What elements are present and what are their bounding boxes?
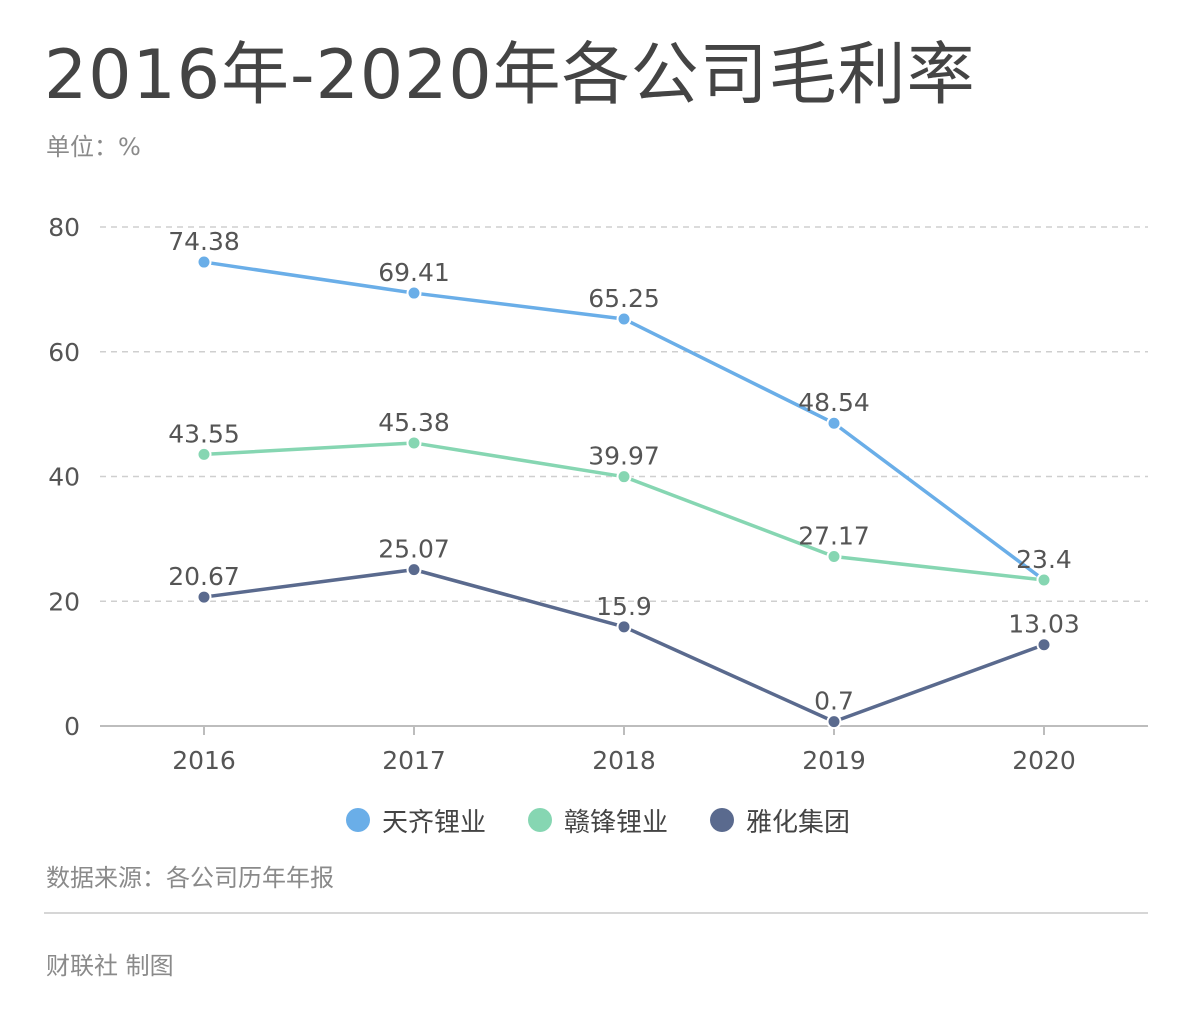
y-tick-label-0: 0 xyxy=(64,712,80,741)
chart-title: 2016年-2020年各公司毛利率 xyxy=(44,36,976,115)
data-label-series-1-2018: 39.97 xyxy=(588,442,660,471)
data-point-series-2-2017 xyxy=(406,562,422,578)
data-label-series-2-2018: 15.9 xyxy=(596,592,652,621)
x-tick-label-2020: 2020 xyxy=(1012,746,1076,775)
data-point-series-0-2019 xyxy=(826,415,842,431)
data-point-series-2-2019 xyxy=(826,714,842,730)
data-point-series-0-2018 xyxy=(616,311,632,327)
data-point-series-2-2020 xyxy=(1036,637,1052,653)
legend-item-series-2[interactable]: 雅化集团 xyxy=(710,802,850,839)
data-point-series-0-2017 xyxy=(406,285,422,301)
data-label-series-2-2019: 0.7 xyxy=(814,687,854,716)
data-point-series-1-2016 xyxy=(196,446,212,462)
x-tick-label-2016: 2016 xyxy=(172,746,236,775)
data-point-series-1-2019 xyxy=(826,549,842,565)
data-point-series-1-2017 xyxy=(406,435,422,451)
data-label-series-2-2016: 20.67 xyxy=(168,562,240,591)
unit-label: 单位：% xyxy=(46,133,141,161)
data-source-note: 数据来源：各公司历年年报 xyxy=(46,864,334,892)
legend-label-series-2: 雅化集团 xyxy=(746,807,851,838)
data-point-series-2-2016 xyxy=(196,589,212,605)
data-label-series-0-2017: 69.41 xyxy=(378,258,450,287)
y-tick-label-40: 40 xyxy=(48,463,80,492)
credit-note: 财联社 制图 xyxy=(46,952,174,980)
data-label-series-0-2020: 23.4 xyxy=(1016,545,1072,574)
legend: 天齐锂业 赣锋锂业 雅化集团 xyxy=(0,800,1196,840)
data-point-series-1-2018 xyxy=(616,469,632,485)
legend-item-series-1[interactable]: 赣锋锂业 xyxy=(527,802,668,839)
data-label-series-1-2017: 45.38 xyxy=(378,408,450,437)
x-tick-label-2017: 2017 xyxy=(382,746,446,775)
data-point-series-2-2018 xyxy=(616,619,632,635)
legend-label-series-1: 赣锋锂业 xyxy=(563,807,668,838)
legend-marker-series-1 xyxy=(527,808,552,832)
data-label-series-2-2017: 25.07 xyxy=(378,535,450,564)
y-tick-label-20: 20 xyxy=(48,587,80,616)
x-tick-label-2019: 2019 xyxy=(802,746,866,775)
legend-marker-series-2 xyxy=(710,808,734,832)
legend-item-series-0[interactable]: 天齐锂业 xyxy=(345,802,486,839)
x-tick-label-2018: 2018 xyxy=(592,746,656,775)
data-label-series-0-2016: 74.38 xyxy=(168,227,240,256)
data-point-series-0-2016 xyxy=(196,254,212,270)
data-label-series-1-2016: 43.55 xyxy=(168,419,240,448)
data-point-series-1-2020 xyxy=(1036,572,1052,588)
data-label-series-2-2020: 13.03 xyxy=(1008,610,1080,639)
data-label-series-0-2019: 48.54 xyxy=(798,388,870,417)
footer-divider xyxy=(44,912,1148,914)
legend-label-series-0: 天齐锂业 xyxy=(381,807,486,838)
data-label-series-0-2018: 65.25 xyxy=(588,284,660,313)
y-tick-label-80: 80 xyxy=(48,213,80,242)
y-tick-label-60: 60 xyxy=(48,338,80,367)
legend-marker-series-0 xyxy=(345,808,370,832)
data-label-series-1-2019: 27.17 xyxy=(798,522,870,551)
